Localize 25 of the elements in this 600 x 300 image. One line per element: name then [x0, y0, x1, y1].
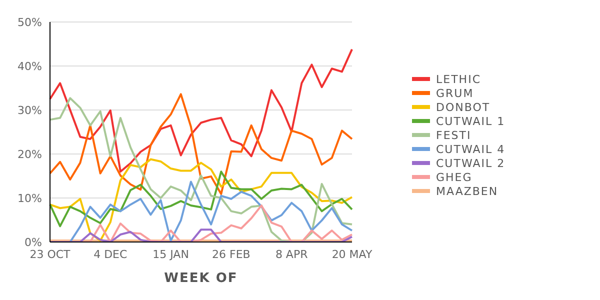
- x-tick-label: 23 OCT: [30, 248, 71, 261]
- legend-label: MAAZBEN: [436, 184, 498, 198]
- legend-label: CUTWAIL 1: [436, 114, 506, 128]
- x-tick-label: 15 JAN: [152, 248, 189, 261]
- y-tick-label: 20%: [18, 148, 42, 161]
- line-series: [49, 170, 353, 228]
- y-tick-label: 10%: [18, 192, 42, 205]
- x-tick-label: 8 APR: [275, 248, 308, 261]
- legend-label: LETHIC: [436, 72, 481, 86]
- legend-label: GRUM: [436, 86, 474, 100]
- x-tick-label: 20 MAY: [332, 248, 372, 261]
- legend-label: DONBOT: [436, 100, 490, 114]
- line-series: [49, 48, 353, 173]
- y-tick-label: 30%: [18, 104, 42, 117]
- legend-label: GHEG: [436, 170, 472, 184]
- x-tick-label: 26 FEB: [212, 248, 250, 261]
- y-tick-label: 50%: [18, 16, 42, 29]
- y-tick-label: 40%: [18, 60, 42, 73]
- legend-label: FESTI: [436, 128, 472, 142]
- legend-label: CUTWAIL 4: [436, 142, 506, 156]
- x-tick-label: 4 DEC: [94, 248, 128, 261]
- line-series: [49, 93, 353, 196]
- y-tick-label: 0%: [24, 236, 42, 249]
- legend-label: CUTWAIL 2: [436, 156, 506, 170]
- x-axis-title: WEEK OF: [164, 271, 238, 286]
